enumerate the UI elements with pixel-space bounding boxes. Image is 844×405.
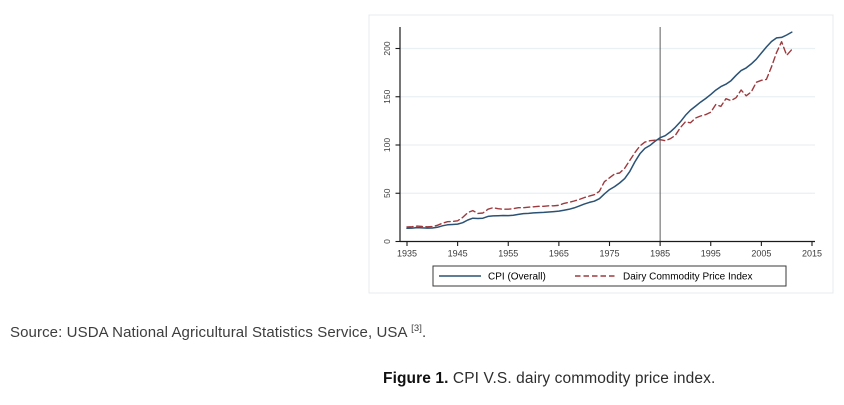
x-tick-label-2005: 2005 [751, 249, 771, 259]
series-lines [406, 31, 793, 230]
gridlines [400, 47, 815, 194]
y-axis-ticks: 0 50 100 150 200 [382, 41, 400, 244]
x-tick-label-1965: 1965 [549, 249, 569, 259]
figure-caption: Figure 1. CPI V.S. dairy commodity price… [383, 370, 715, 388]
y-tick-label-150: 150 [382, 89, 392, 103]
x-axis-ticks: 1935 1945 1955 1965 1975 1985 1995 2005 2015 [397, 241, 822, 259]
source-note: Source: USDA National Agricultural Stati… [10, 323, 426, 341]
legend-label-dairy: Dairy Commodity Price Index [623, 272, 752, 283]
x-tick-label-1975: 1975 [599, 249, 619, 259]
y-tick-label-200: 200 [382, 41, 392, 55]
x-tick-label-1945: 1945 [448, 249, 468, 259]
legend: CPI (Overall) Dairy Commodity Price Inde… [432, 265, 787, 287]
y-tick-label-50: 50 [382, 188, 392, 198]
series-line-dairy [406, 41, 793, 228]
x-tick-label-2015: 2015 [802, 249, 822, 259]
series-line-cpi [406, 31, 793, 230]
figure-caption-text: CPI V.S. dairy commodity price index. [452, 370, 716, 387]
x-tick-label-1955: 1955 [498, 249, 518, 259]
y-tick-label-100: 100 [382, 138, 392, 152]
figure-1-chart: 0 50 100 150 200 1935 1945 1955 1965 1975 1985 199… [365, 13, 839, 303]
x-tick-label-1985: 1985 [650, 249, 670, 259]
y-tick-label-0: 0 [382, 239, 392, 244]
source-period: . [421, 324, 427, 341]
chart-frame [368, 14, 834, 294]
x-tick-label-1995: 1995 [701, 249, 721, 259]
x-tick-label-1935: 1935 [397, 249, 417, 259]
source-text: Source: USDA National Agricultural Stati… [10, 324, 412, 341]
legend-label-cpi: CPI (Overall) [488, 272, 546, 283]
line-chart: 0 50 100 150 200 1935 1945 1955 1965 1975 1985 199… [368, 14, 834, 294]
figure-caption-label: Figure 1. [383, 370, 449, 387]
citation-ref: [3] [411, 323, 422, 334]
